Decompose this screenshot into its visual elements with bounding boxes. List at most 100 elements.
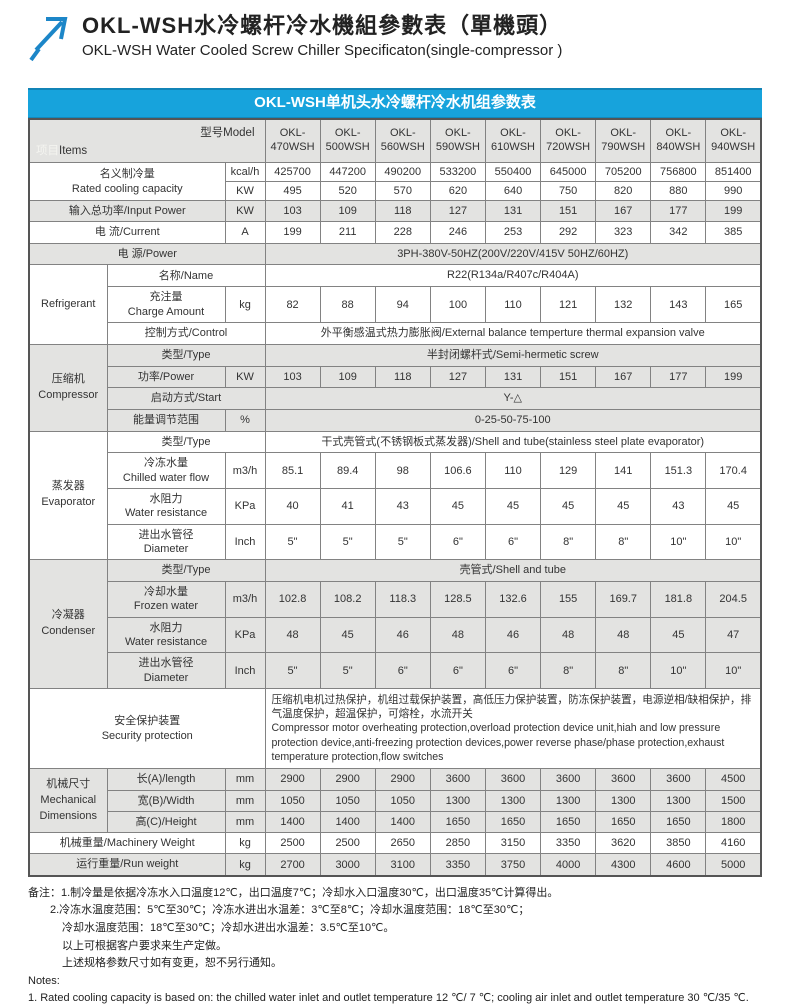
- model-header: OKL- 590WSH: [429, 118, 486, 163]
- value-cell: 3600: [650, 768, 707, 791]
- row-label-cell: 类型/Type: [106, 430, 266, 454]
- note-zh-4: 以上可根据客户要求来生产定做。: [62, 939, 227, 952]
- value-cell: 109: [319, 199, 376, 223]
- value-cell: 3850: [650, 832, 707, 855]
- value-cell: 2500: [319, 832, 376, 855]
- page-header: OKL-WSH水冷螺杆冷水機組參數表（單機頭） OKL-WSH Water Co…: [28, 8, 762, 62]
- value-cell: 1300: [650, 789, 707, 812]
- page-subtitle: OKL-WSH Water Cooled Screw Chiller Speci…: [82, 42, 563, 59]
- table-row: 蒸发器 Evaporator 类型/Type 干式壳管式(不锈钢板式蒸发器)/She…: [28, 430, 762, 561]
- value-cell: 211: [319, 221, 376, 244]
- unit-cell: KW: [224, 181, 266, 201]
- value-cell: 43: [374, 487, 431, 525]
- value-cell: 177: [650, 199, 707, 223]
- group-label-cell: 蒸发器 Evaporator: [28, 430, 108, 561]
- value-cell: 45: [319, 616, 376, 654]
- row-label-cell: 名称/Name: [106, 264, 266, 288]
- span-value-cell: 干式壳管式(不锈钢板式蒸发器)/Shell and tube(stainless…: [264, 430, 762, 454]
- value-cell: 1650: [484, 810, 542, 834]
- value-cell: 2650: [374, 832, 431, 855]
- value-cell: 8": [540, 652, 597, 689]
- table-row: Refrigerant 名称/Name R22(R134a/R407c/R404A): [28, 264, 762, 345]
- value-cell: 8": [595, 523, 652, 561]
- row-label-cell: 进出水管径 Diameter: [106, 523, 226, 561]
- table-row: 输入总功率/Input Power KW 103 109 118 127 131 151 167…: [28, 199, 762, 223]
- row-label-cell: 运行重量/Run weight: [28, 853, 226, 877]
- value-cell: 167: [595, 365, 652, 388]
- value-cell: 2700: [264, 853, 321, 877]
- unit-cell: kg: [224, 832, 266, 855]
- value-cell: 1800: [705, 810, 762, 834]
- value-cell: 1650: [429, 810, 486, 834]
- model-header: OKL- 840WSH: [650, 118, 707, 163]
- row-label-cell: 控制方式/Control: [106, 321, 266, 345]
- items-label-en: Items: [59, 145, 88, 157]
- value-cell: 43: [650, 487, 707, 525]
- row-label-cell: 输入总功率/Input Power: [28, 199, 226, 223]
- value-cell: 1650: [650, 810, 707, 834]
- value-cell: 2500: [264, 832, 321, 855]
- value-cell: 129: [540, 452, 597, 489]
- table-row: 电 源/Power 3PH-380V-50HZ(200V/220V/415V 50…: [28, 242, 762, 266]
- value-cell: 6": [374, 652, 431, 689]
- unit-cell: mm: [224, 789, 266, 812]
- value-cell: 756800: [650, 162, 707, 182]
- value-cell: 851400: [705, 162, 762, 182]
- model-header: OKL- 610WSH: [484, 118, 542, 163]
- unit-cell: kg: [224, 286, 266, 323]
- span-value-cell: 壳管式/Shell and tube: [264, 559, 762, 583]
- value-cell: 118: [374, 199, 431, 223]
- value-cell: 199: [705, 365, 762, 388]
- row-label-cell: 水阻力 Water resistance: [106, 616, 226, 654]
- span-value-cell: 半封闭螺杆式/Semi-hermetic screw: [264, 343, 762, 367]
- value-cell: 2900: [264, 768, 321, 791]
- value-cell: 127: [429, 365, 486, 388]
- value-cell: 550400: [484, 162, 542, 182]
- value-cell: 3600: [595, 768, 652, 791]
- value-cell: 48: [429, 616, 486, 654]
- value-cell: 447200: [319, 162, 376, 182]
- value-cell: 4600: [650, 853, 707, 877]
- value-cell: 3620: [595, 832, 652, 855]
- unit-cell: %: [224, 408, 266, 432]
- unit-cell: kg: [224, 853, 266, 877]
- row-label-cell: 充注量 Charge Amount: [106, 286, 226, 323]
- table-row: 机械重量/Machinery Weight kg 2500 2500 2650 2850 3…: [28, 832, 762, 855]
- value-cell: 45: [484, 487, 542, 525]
- value-cell: 45: [705, 487, 762, 525]
- row-label-cell: 功率/Power: [106, 365, 226, 388]
- value-cell: 98: [374, 452, 431, 489]
- value-cell: 45: [429, 487, 486, 525]
- row-label-cell: 名义制冷量 Rated cooling capacity: [28, 162, 226, 201]
- value-cell: 82: [264, 286, 321, 323]
- table-row: 运行重量/Run weight kg 2700 3000 3100 3350 3750 400…: [28, 853, 762, 877]
- span-value-cell: 外平衡感温式热力膨胀阀/External balance temperture …: [264, 321, 762, 345]
- value-cell: 46: [484, 616, 542, 654]
- value-cell: 45: [540, 487, 597, 525]
- value-cell: 118: [374, 365, 431, 388]
- value-cell: 127: [429, 199, 486, 223]
- brand-arrow-icon: [28, 10, 72, 62]
- unit-cell: mm: [224, 768, 266, 791]
- model-header: OKL- 790WSH: [595, 118, 652, 163]
- value-cell: 520: [319, 181, 376, 201]
- note-zh-5: 上述规格参数尺寸如有变更，恕不另行通知。: [62, 957, 282, 970]
- items-label: 项目Items: [36, 142, 87, 158]
- value-cell: 490200: [374, 162, 431, 182]
- table-row: 启动方式/Start Y-△: [29, 386, 762, 410]
- value-cell: 177: [650, 365, 707, 388]
- value-cell: 199: [264, 221, 321, 244]
- value-cell: 3150: [484, 832, 542, 855]
- value-cell: 5000: [705, 853, 762, 877]
- unit-cell: Inch: [224, 523, 266, 561]
- unit-cell: KPa: [224, 487, 266, 525]
- notes-en-header: Notes:: [28, 974, 60, 987]
- value-cell: 990: [705, 181, 762, 201]
- value-cell: 342: [650, 221, 707, 244]
- row-label-cell: 高(C)/Height: [106, 810, 226, 834]
- value-cell: 10": [705, 523, 762, 561]
- titles: OKL-WSH水冷螺杆冷水機組參數表（單機頭） OKL-WSH Water Co…: [82, 8, 562, 59]
- value-cell: 246: [429, 221, 486, 244]
- value-cell: 103: [264, 199, 321, 223]
- value-cell: 495: [264, 181, 321, 201]
